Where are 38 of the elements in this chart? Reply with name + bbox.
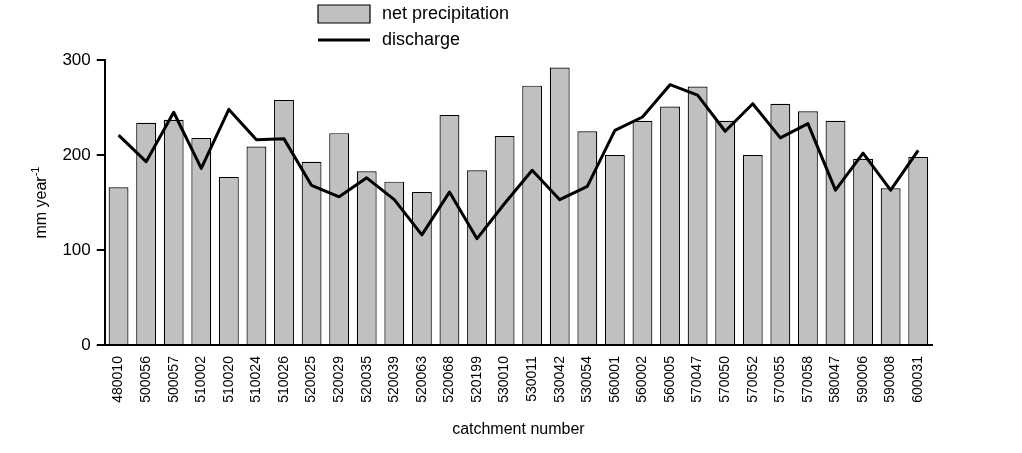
x-tick-label: 560001 [605, 355, 622, 403]
y-tick-label: 200 [62, 144, 91, 164]
x-tick-label: 580047 [826, 355, 843, 403]
y-tick-label: 0 [81, 334, 91, 354]
x-tick-label: 530010 [495, 355, 512, 403]
x-tick-label: 520029 [330, 355, 347, 403]
y-tick-label: 100 [62, 239, 91, 259]
x-axis-title: catchment number [452, 419, 586, 437]
x-tick-label: 530042 [550, 355, 567, 403]
x-tick-label: 530054 [578, 355, 595, 403]
legend-label: net precipitation [382, 2, 510, 23]
x-tick-label: 530011 [523, 355, 540, 402]
y-axis-title: mm year-1 [29, 166, 49, 239]
x-tick-label: 510020 [219, 355, 236, 403]
x-tick-label: 570047 [688, 355, 705, 403]
x-tick-label: 570052 [743, 355, 760, 403]
x-tick-label: 520068 [440, 355, 457, 403]
x-tick-label: 570050 [716, 355, 733, 403]
x-tick-label: 560005 [660, 355, 677, 403]
x-tick-label: 520035 [357, 355, 374, 403]
x-tick-label: 590008 [881, 355, 898, 403]
x-tick-label: 600031 [909, 355, 926, 403]
x-tick-label: 500056 [136, 355, 153, 403]
legend-label: discharge [382, 28, 461, 49]
y-tick-label: 300 [62, 49, 91, 69]
x-tick-label: 500057 [164, 355, 181, 403]
x-tick-label: 520025 [302, 355, 319, 403]
x-tick-label: 520039 [385, 355, 402, 403]
x-tick-label: 560002 [633, 355, 650, 403]
x-tick-label: 590006 [853, 355, 870, 403]
x-tick-label: 570058 [798, 355, 815, 403]
x-tick-label: 570055 [771, 355, 788, 403]
x-tick-label: 510024 [247, 355, 264, 403]
x-tick-label: 510026 [274, 355, 291, 403]
x-tick-label: 510002 [192, 355, 209, 403]
x-tick-label: 520063 [412, 355, 429, 403]
x-tick-label: 480010 [109, 355, 126, 403]
x-tick-label: 520199 [467, 355, 484, 403]
